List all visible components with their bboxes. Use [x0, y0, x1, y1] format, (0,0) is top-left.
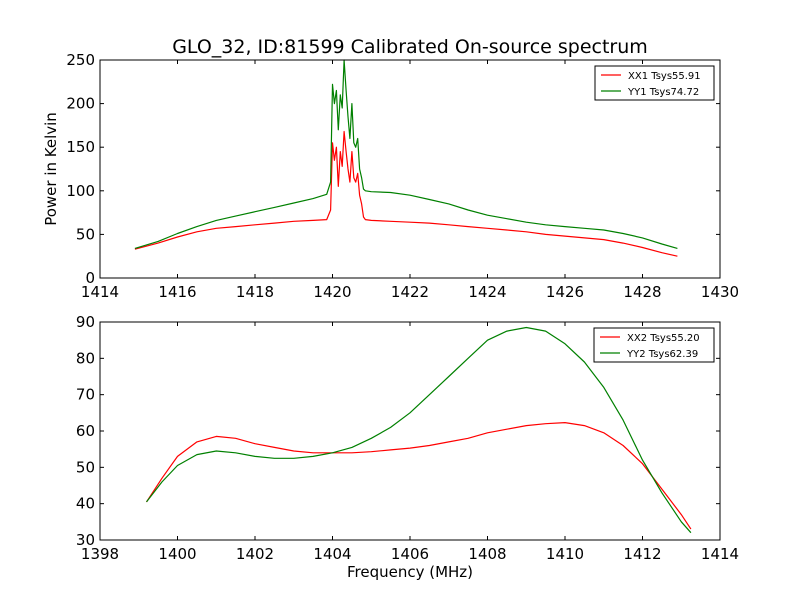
x-tick-label: 1418	[236, 283, 274, 301]
y-axis-label: Power in Kelvin	[42, 112, 60, 226]
y-tick-label: 40	[76, 495, 95, 513]
x-tick-label: 1410	[546, 545, 584, 563]
x-tick-label: 1398	[81, 545, 119, 563]
y-tick-label: 50	[76, 225, 95, 243]
x-tick-label: 1416	[158, 283, 196, 301]
series-line-2	[134, 59, 678, 249]
x-axis-label: Frequency (MHz)	[347, 563, 473, 581]
y-tick-label: 50	[76, 458, 95, 476]
y-tick-label: 80	[76, 349, 95, 367]
y-tick-label: 70	[76, 386, 95, 404]
y-tick-label: 250	[66, 51, 95, 69]
y-tick-label: 100	[66, 182, 95, 200]
y-tick-label: 200	[66, 95, 95, 113]
x-tick-label: 1420	[313, 283, 351, 301]
legend-box	[594, 65, 715, 101]
x-tick-label: 1412	[623, 545, 661, 563]
x-tick-label: 1406	[391, 545, 429, 563]
legend-box	[593, 327, 715, 363]
series-line-1	[134, 130, 678, 257]
legend-label-1: XX1 Tsys55.91	[628, 71, 701, 82]
y-tick-label: 60	[76, 422, 95, 440]
legend-label-1: XX2 Tsys55.20	[627, 333, 700, 344]
y-tick-label: 150	[66, 138, 95, 156]
x-tick-label: 1422	[391, 283, 429, 301]
y-tick-label: 90	[76, 313, 95, 331]
x-tick-label: 1408	[468, 545, 506, 563]
x-tick-label: 1414	[81, 283, 119, 301]
x-tick-label: 1426	[546, 283, 584, 301]
legend-label-2: YY1 Tsys74.72	[627, 87, 699, 98]
y-tick-label: 30	[76, 531, 95, 549]
x-tick-label: 1402	[236, 545, 274, 563]
x-tick-label: 1404	[313, 545, 351, 563]
legend: XX1 Tsys55.91 YY1 Tsys74.72	[594, 65, 715, 101]
x-tick-label: 1400	[158, 545, 196, 563]
series-line-1	[145, 422, 692, 530]
top-panel: 1414 1416 1418 1420 1422 1424 1426 1428 1430 0 50 1…	[42, 51, 739, 301]
y-tick-label: 0	[85, 269, 95, 287]
bottom-panel: 1398 1400 1402 1404 1406 1408 1410 1412 1414 30 40…	[76, 313, 739, 581]
series-line-2	[146, 326, 692, 534]
legend-label-2: YY2 Tsys62.39	[626, 349, 698, 360]
x-tick-label: 1424	[468, 283, 506, 301]
x-tick-label: 1430	[701, 283, 739, 301]
x-tick-label: 1428	[623, 283, 661, 301]
legend: XX2 Tsys55.20 YY2 Tsys62.39	[593, 327, 715, 363]
chart-title: GLO_32, ID:81599 Calibrated On-source sp…	[172, 36, 648, 58]
x-tick-label: 1414	[701, 545, 739, 563]
